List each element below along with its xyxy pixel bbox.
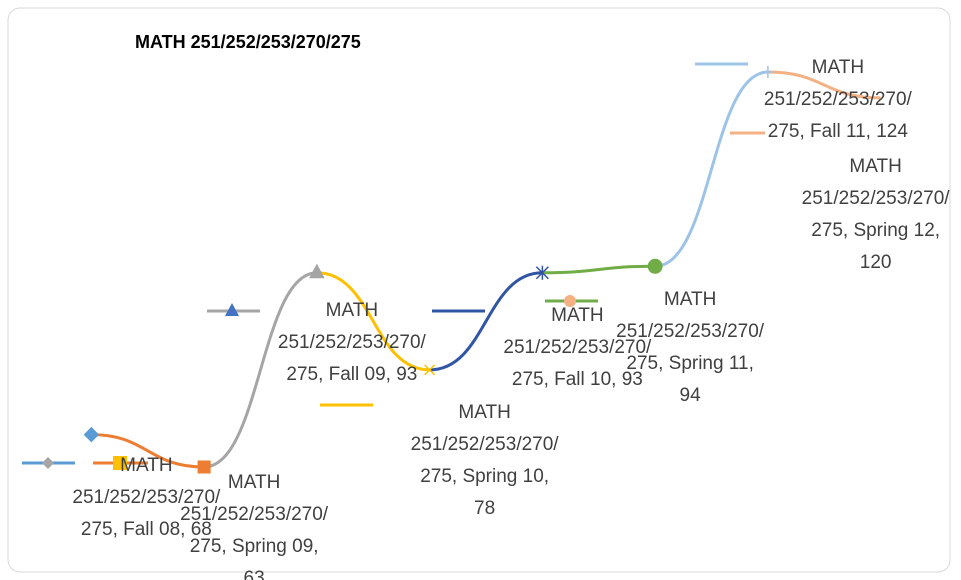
marker <box>83 426 100 443</box>
line-segment <box>316 271 430 372</box>
marker <box>535 265 549 280</box>
data-label: MATH 251/252/253/270/275, Fall 10, 93 <box>503 304 652 390</box>
legend-marker <box>225 303 239 316</box>
chart-frame <box>7 7 951 573</box>
marker <box>761 66 774 78</box>
data-label: MATH 251/252/253/270/275, Spring 09, 63 <box>180 472 329 580</box>
data-label: MATH 251/252/253/270/275, Fall 09, 93 <box>277 299 426 385</box>
legend-marker <box>42 457 54 469</box>
marker <box>647 258 663 274</box>
legend <box>22 62 765 470</box>
data-label: MATH 251/252/253/270/275, Spring 12, 120 <box>801 155 950 273</box>
data-label: MATH 251/252/253/270/275, Fall 08, 68 <box>72 454 221 540</box>
chart-title: MATH 251/252/253/270/275 <box>135 32 361 52</box>
line-segment <box>542 264 656 275</box>
marker <box>197 460 211 474</box>
legend-marker <box>113 456 127 470</box>
marker <box>424 364 436 376</box>
marker <box>309 263 325 279</box>
data-label: MATH 251/252/253/270/275, Fall 11, 124 <box>763 57 912 142</box>
data-label: MATH 251/252/253/270/275, Spring 11, 94 <box>616 289 765 407</box>
line-segment <box>655 70 768 268</box>
line-segment <box>429 271 543 372</box>
line-segment <box>204 271 317 469</box>
line-segment <box>767 70 881 100</box>
data-label: MATH 251/252/253/270/275, Spring 10, 78 <box>410 401 559 519</box>
line-segment <box>91 433 205 469</box>
legend-marker <box>564 295 576 307</box>
